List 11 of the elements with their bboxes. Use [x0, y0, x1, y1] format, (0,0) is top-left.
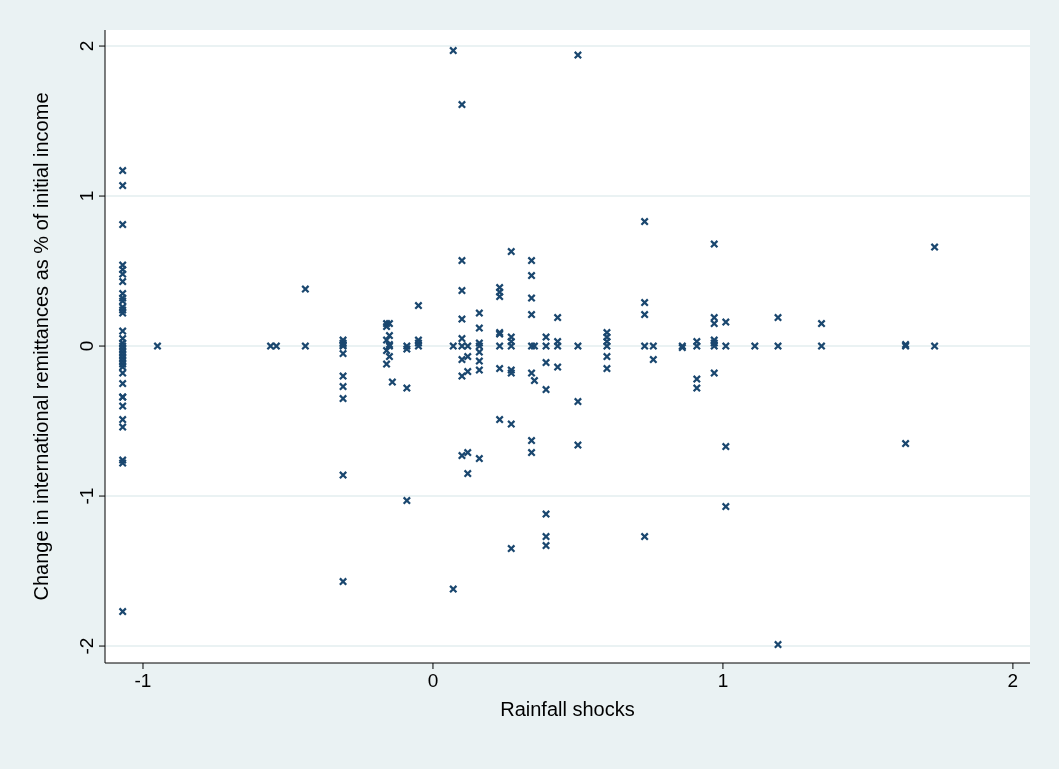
y-tick-label: 1: [76, 190, 97, 202]
y-tick-label: 2: [76, 40, 97, 52]
x-tick-label: -1: [134, 670, 152, 691]
y-axis-title: Change in international remittances as % of initial income: [30, 92, 52, 601]
x-tick-label: 0: [427, 670, 439, 691]
x-tick-label: 2: [1007, 670, 1019, 691]
y-tick-label: -2: [76, 637, 97, 655]
x-axis-title: Rainfall shocks: [500, 698, 635, 720]
y-tick-label: -1: [76, 487, 97, 505]
y-tick-label: 0: [76, 340, 97, 352]
x-tick-label: 1: [717, 670, 729, 691]
